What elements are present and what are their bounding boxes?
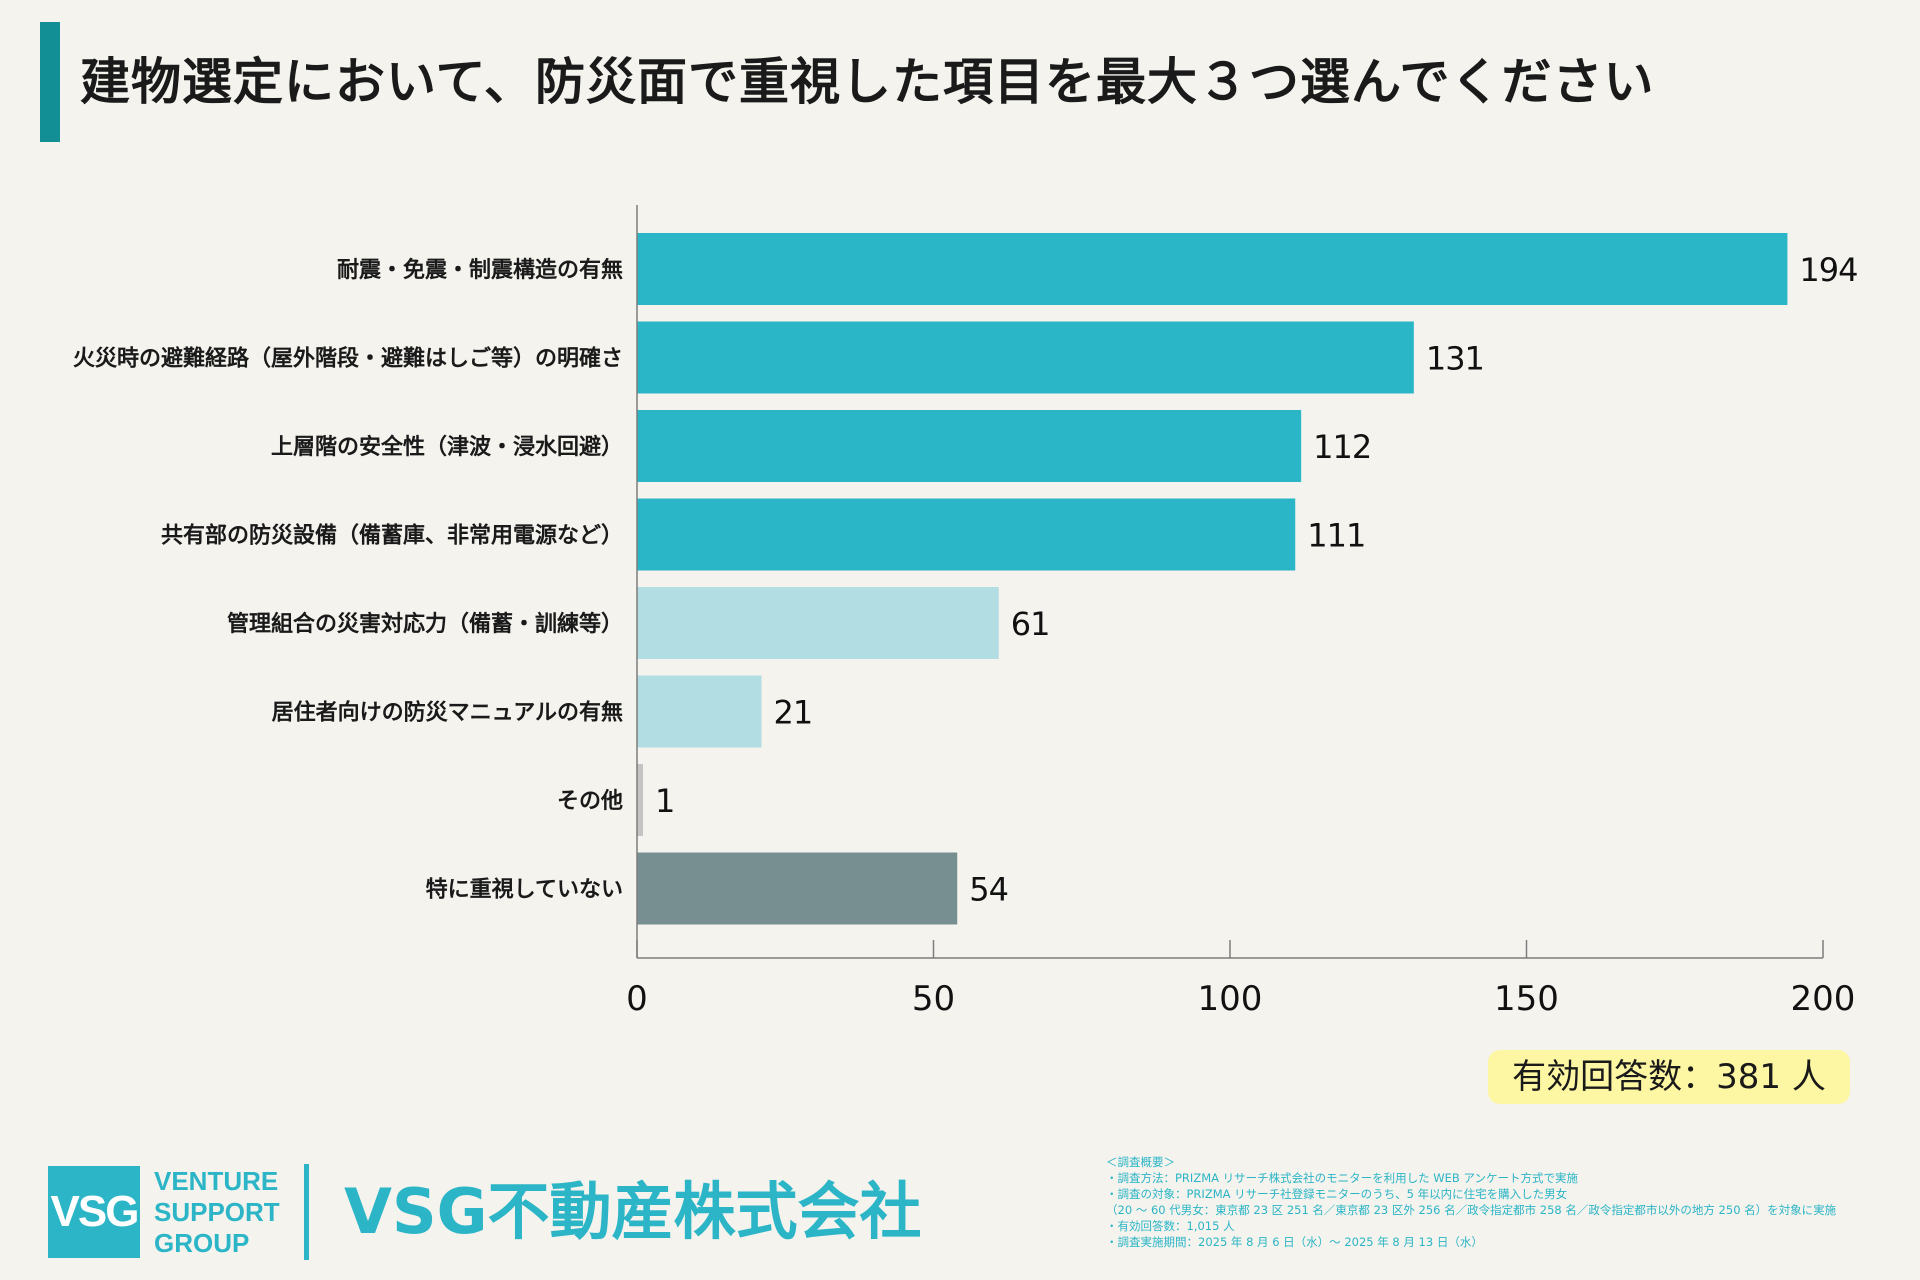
x-tick-label: 0 — [626, 979, 648, 1019]
category-label: 管理組合の災害対応力（備蓄・訓練等） — [227, 611, 623, 637]
x-tick-label: 50 — [912, 979, 955, 1019]
bar — [637, 321, 1414, 394]
bar — [637, 675, 762, 748]
survey-note-line: ・有効回答数：1,015 人 — [1106, 1219, 1235, 1233]
category-label: 居住者向けの防災マニュアルの有無 — [272, 700, 623, 726]
x-tick-label: 100 — [1198, 979, 1263, 1019]
logo-word: GROUP — [154, 1228, 250, 1258]
logo-wordmark: VENTURE SUPPORT GROUP — [154, 1166, 284, 1259]
logo-word: VENTURE — [154, 1166, 279, 1196]
category-label: その他 — [557, 789, 623, 814]
survey-note-line: ・調査方法：PRIZMA リサーチ株式会社のモニターを利用した WEB アンケー… — [1106, 1171, 1579, 1185]
data-label: 194 — [1799, 251, 1857, 289]
logo-word: SUPPORT — [154, 1197, 280, 1227]
bar — [637, 587, 999, 659]
data-label: 21 — [774, 694, 813, 732]
data-label: 61 — [1011, 605, 1050, 643]
footer: VSG VENTURE SUPPORT GROUP VSG不動産株式会社 ＜調査… — [0, 1150, 1920, 1280]
bar — [637, 852, 958, 925]
survey-note-line: ・調査実施期間：2025 年 8 月 6 日（水）～ 2025 年 8 月 13… — [1106, 1235, 1483, 1249]
category-label: 上層階の安全性（津波・浸水回避） — [271, 434, 623, 460]
category-label: 火災時の避難経路（屋外階段・避難はしご等）の明確さ — [73, 346, 623, 372]
survey-notes: ＜調査概要＞ ・調査方法：PRIZMA リサーチ株式会社のモニターを利用した W… — [1106, 1154, 1916, 1250]
category-label: 特に重視していない — [426, 877, 623, 903]
bar-chart: 耐震・免震・制震構造の有無 194 火災時の避難経路（屋外階段・避難はしご等）の明確… — [73, 205, 1858, 1019]
x-tick-label: 200 — [1791, 979, 1856, 1019]
survey-note-line: ＜調査概要＞ — [1106, 1155, 1175, 1169]
bar — [637, 233, 1788, 305]
data-label: 131 — [1426, 340, 1484, 378]
category-label: 耐震・免震・制震構造の有無 — [337, 257, 623, 283]
x-tick-label: 150 — [1494, 979, 1559, 1019]
category-label: 共有部の防災設備（備蓄庫、非常用電源など） — [161, 523, 623, 549]
title-accent-bar — [40, 22, 60, 142]
data-label: 112 — [1313, 428, 1371, 466]
page-title: 建物選定において、防災面で重視した項目を最大３つ選んでください — [80, 53, 1655, 111]
data-label: 1 — [655, 782, 674, 820]
vsg-logo: VSG — [48, 1166, 140, 1258]
bar — [637, 764, 643, 836]
bar — [637, 498, 1296, 571]
respondent-count-badge: 有効回答数：381 人 — [1488, 1050, 1850, 1104]
bar — [637, 410, 1302, 482]
data-label: 111 — [1307, 517, 1365, 555]
footer-divider — [304, 1164, 309, 1260]
survey-note-line: （20 ～ 60 代男女：東京都 23 区 251 名／東京都 23 区外 25… — [1106, 1203, 1837, 1217]
company-name: VSG不動産株式会社 — [344, 1175, 922, 1248]
survey-note-line: ・調査の対象：PRIZMA リサーチ社登録モニターのうち、5 年以内に住宅を購入… — [1106, 1187, 1568, 1201]
data-label: 54 — [969, 871, 1008, 909]
